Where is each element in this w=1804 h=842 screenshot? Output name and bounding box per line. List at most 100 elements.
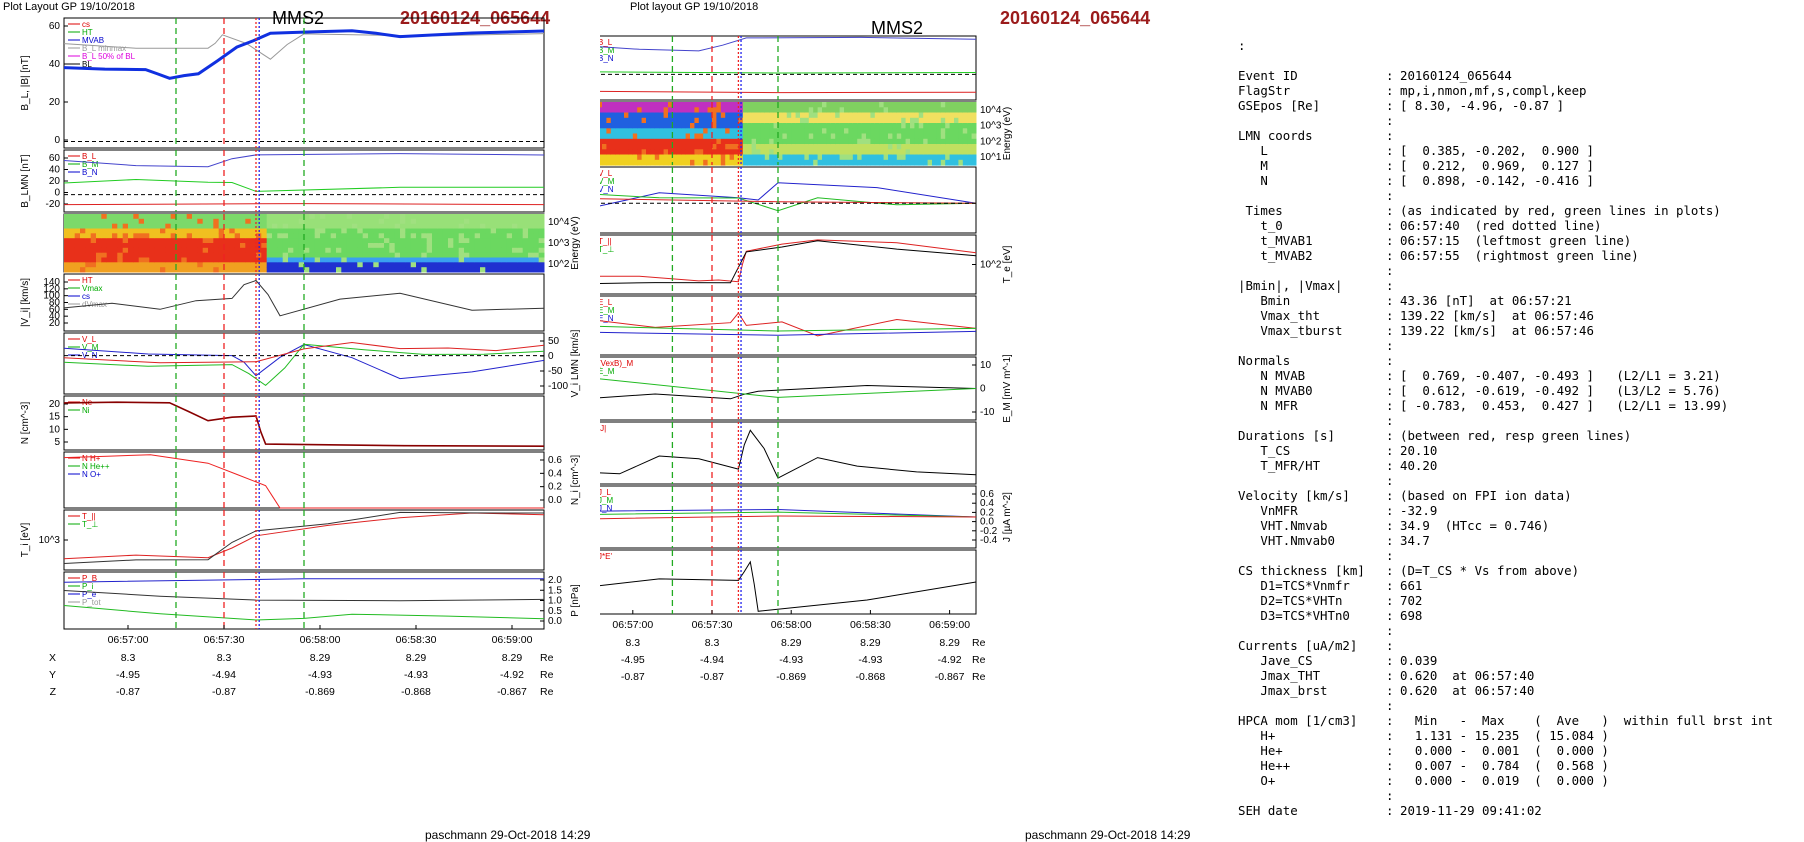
spectrogram-cell	[352, 267, 358, 273]
spectrogram-cell	[170, 233, 177, 239]
summary-row: D3=TCS*VHTn0:698	[1238, 608, 1798, 623]
spectrogram-cell	[637, 107, 643, 114]
summary-colon-top: :	[1238, 38, 1246, 53]
spectrogram-cell	[747, 138, 753, 145]
spectrogram-cell	[106, 243, 113, 249]
spectrogram-cell	[464, 257, 470, 263]
spectrogram-cell	[245, 218, 252, 225]
spectrogram-cell	[469, 262, 476, 268]
spectrogram-cell	[378, 238, 385, 244]
spectrogram-cell	[149, 223, 156, 229]
spectrogram-cell	[442, 233, 449, 239]
spectrogram-cell	[835, 128, 841, 135]
spectrogram-cell	[848, 107, 854, 114]
spectrogram-cell	[181, 228, 188, 234]
spectrogram-cell	[485, 257, 492, 263]
spectrogram-cell	[256, 214, 262, 220]
spectrogram-cell	[309, 243, 316, 249]
spectrogram-cell	[958, 159, 964, 166]
spectrogram-cell	[277, 257, 284, 263]
spectrogram-cell	[773, 159, 779, 166]
tick-label: 0.5	[548, 606, 562, 617]
spectrogram-cell	[615, 159, 621, 166]
tick-label: 60	[49, 153, 61, 164]
panel-ylabel: Energy (eV)	[1002, 107, 1013, 160]
spectrogram-cell	[628, 128, 634, 135]
spectrogram-cell	[266, 257, 273, 263]
summary-key: Durations [s]	[1238, 428, 1335, 443]
spectrogram-cell	[703, 117, 709, 124]
spectrogram-cell	[760, 123, 766, 129]
spectrogram-cell	[357, 223, 364, 229]
spectrogram-cell	[698, 102, 704, 108]
spectrogram-cell	[117, 252, 124, 258]
spectrogram-cell	[685, 159, 691, 166]
spectrogram-cell	[325, 267, 332, 273]
panel-frame	[600, 421, 977, 485]
legend-entry: V_N	[600, 185, 614, 194]
spectrogram-cell	[800, 154, 805, 161]
legend-entry: B_L	[600, 38, 613, 47]
legend-entry: V_L	[82, 335, 97, 344]
spectrogram-cell	[628, 133, 634, 140]
spectrogram-cell	[668, 154, 673, 161]
spectrogram-cell	[861, 128, 867, 135]
summary-sep: :	[1386, 158, 1394, 173]
spectrogram-cell	[517, 214, 524, 220]
spectrogram-cell	[282, 247, 289, 254]
series-line	[63, 33, 545, 60]
spectrogram-cell	[958, 128, 964, 135]
spectrogram-cell	[637, 138, 643, 145]
spectrogram-cell	[927, 138, 933, 145]
spectrogram-cell	[357, 252, 364, 258]
spectrogram-cell	[138, 214, 145, 220]
spectrogram-cell	[512, 228, 518, 234]
spectrogram-cell	[786, 107, 792, 114]
spectrogram-cell	[870, 144, 876, 150]
spectrogram-cell	[266, 228, 273, 234]
spectrogram-cell	[659, 144, 665, 150]
spectrogram-cell	[341, 262, 348, 268]
spectrogram-cell	[602, 154, 607, 161]
spectrogram-cell	[112, 267, 118, 273]
tick-label: 100	[43, 291, 60, 302]
spectrogram-cell	[314, 252, 321, 258]
spectrogram-cell	[962, 123, 968, 129]
spectrogram-cell	[341, 214, 348, 220]
summary-value: 2019-11-29 09:41:02	[1400, 803, 1542, 818]
spectrogram-cell	[773, 138, 779, 145]
spectrogram-cell	[927, 128, 933, 135]
spectrogram-cell	[646, 138, 651, 145]
spectrogram-cell	[668, 112, 673, 119]
spectrogram-cell	[138, 238, 145, 244]
spectrogram-cell	[786, 133, 792, 140]
spectrogram-cell	[659, 112, 665, 119]
tick-label: -10	[980, 407, 995, 418]
spectrogram-cell	[122, 243, 129, 249]
spectrogram-cell	[480, 267, 486, 273]
tick-label: 10^3	[548, 238, 570, 249]
spectrogram-cell	[346, 257, 353, 263]
spectrogram-cell	[954, 117, 959, 124]
spectrogram-cell	[720, 123, 726, 129]
spectrogram-cell	[892, 117, 898, 124]
spectrogram-cell	[738, 133, 744, 140]
spectrogram-cell	[866, 112, 871, 119]
spectrogram-cell	[861, 154, 867, 161]
spectrogram-cell	[496, 223, 502, 229]
spectrogram-cell	[857, 128, 863, 135]
spectrogram-cell	[192, 214, 198, 220]
spectrogram-cell	[304, 223, 310, 229]
spectrogram-cell	[336, 267, 342, 273]
summary-row: Vmax_tht:139.22 [km/s] at 06:57:46	[1238, 308, 1798, 323]
spectrogram-cell	[967, 107, 973, 114]
spectrogram-cell	[654, 117, 660, 124]
spectrogram-cell	[282, 257, 289, 263]
spectrogram-cell	[888, 133, 893, 140]
spectrogram-cell	[197, 223, 204, 229]
spectrogram-cell	[641, 107, 647, 114]
spectrogram-cell	[769, 123, 775, 129]
spectrogram-cell	[202, 223, 209, 229]
